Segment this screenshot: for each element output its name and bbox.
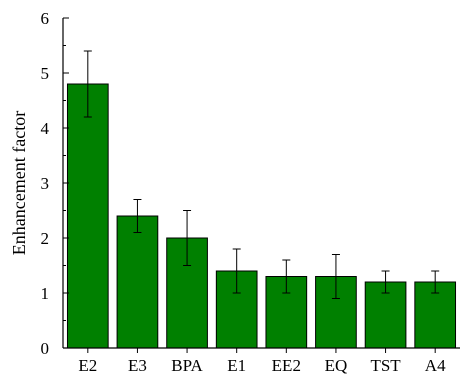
error-bar-e2: [83, 50, 92, 118]
y-tick-label-0: 0: [41, 339, 50, 358]
x-tick-label-a4: A4: [425, 356, 446, 375]
error-bar-eq: [331, 254, 340, 299]
bars-layer: [66, 83, 457, 349]
y-tick-label-1: 1: [41, 284, 50, 303]
y-tick-label-2: 2: [41, 229, 50, 248]
error-bar-e3: [133, 199, 142, 233]
x-tick-label-eq: EQ: [325, 356, 348, 375]
error-bar-tst: [381, 270, 390, 294]
y-tick-label-4: 4: [41, 119, 50, 138]
x-tick-label-e3: E3: [128, 356, 147, 375]
error-bar-a4: [431, 270, 440, 294]
y-tick-label-3: 3: [41, 174, 50, 193]
error-bar-ee2: [282, 259, 291, 294]
x-tick-label-tst: TST: [370, 356, 401, 375]
error-bar-bpa: [183, 210, 192, 266]
y-tick-label-5: 5: [41, 64, 50, 83]
bar-eq: [315, 276, 357, 349]
y-tick-labels: 0 1 2 3 4 5 6: [41, 9, 50, 358]
x-tick-label-ee2: EE2: [272, 356, 301, 375]
axes-layer: [62, 17, 460, 353]
x-tick-label-bpa: BPA: [171, 356, 203, 375]
y-axis-title: Enhancement factor: [9, 111, 29, 255]
x-tick-label-e2: E2: [78, 356, 97, 375]
error-bars-layer: [83, 50, 440, 299]
y-tick-label-6: 6: [41, 9, 50, 28]
x-tick-labels: E2 E3 BPA E1 EE2 EQ TST A4: [78, 356, 446, 375]
bar-e2: [66, 83, 109, 349]
error-bar-e1: [232, 248, 241, 294]
x-tick-label-e1: E1: [227, 356, 246, 375]
bar-e3: [116, 215, 159, 349]
